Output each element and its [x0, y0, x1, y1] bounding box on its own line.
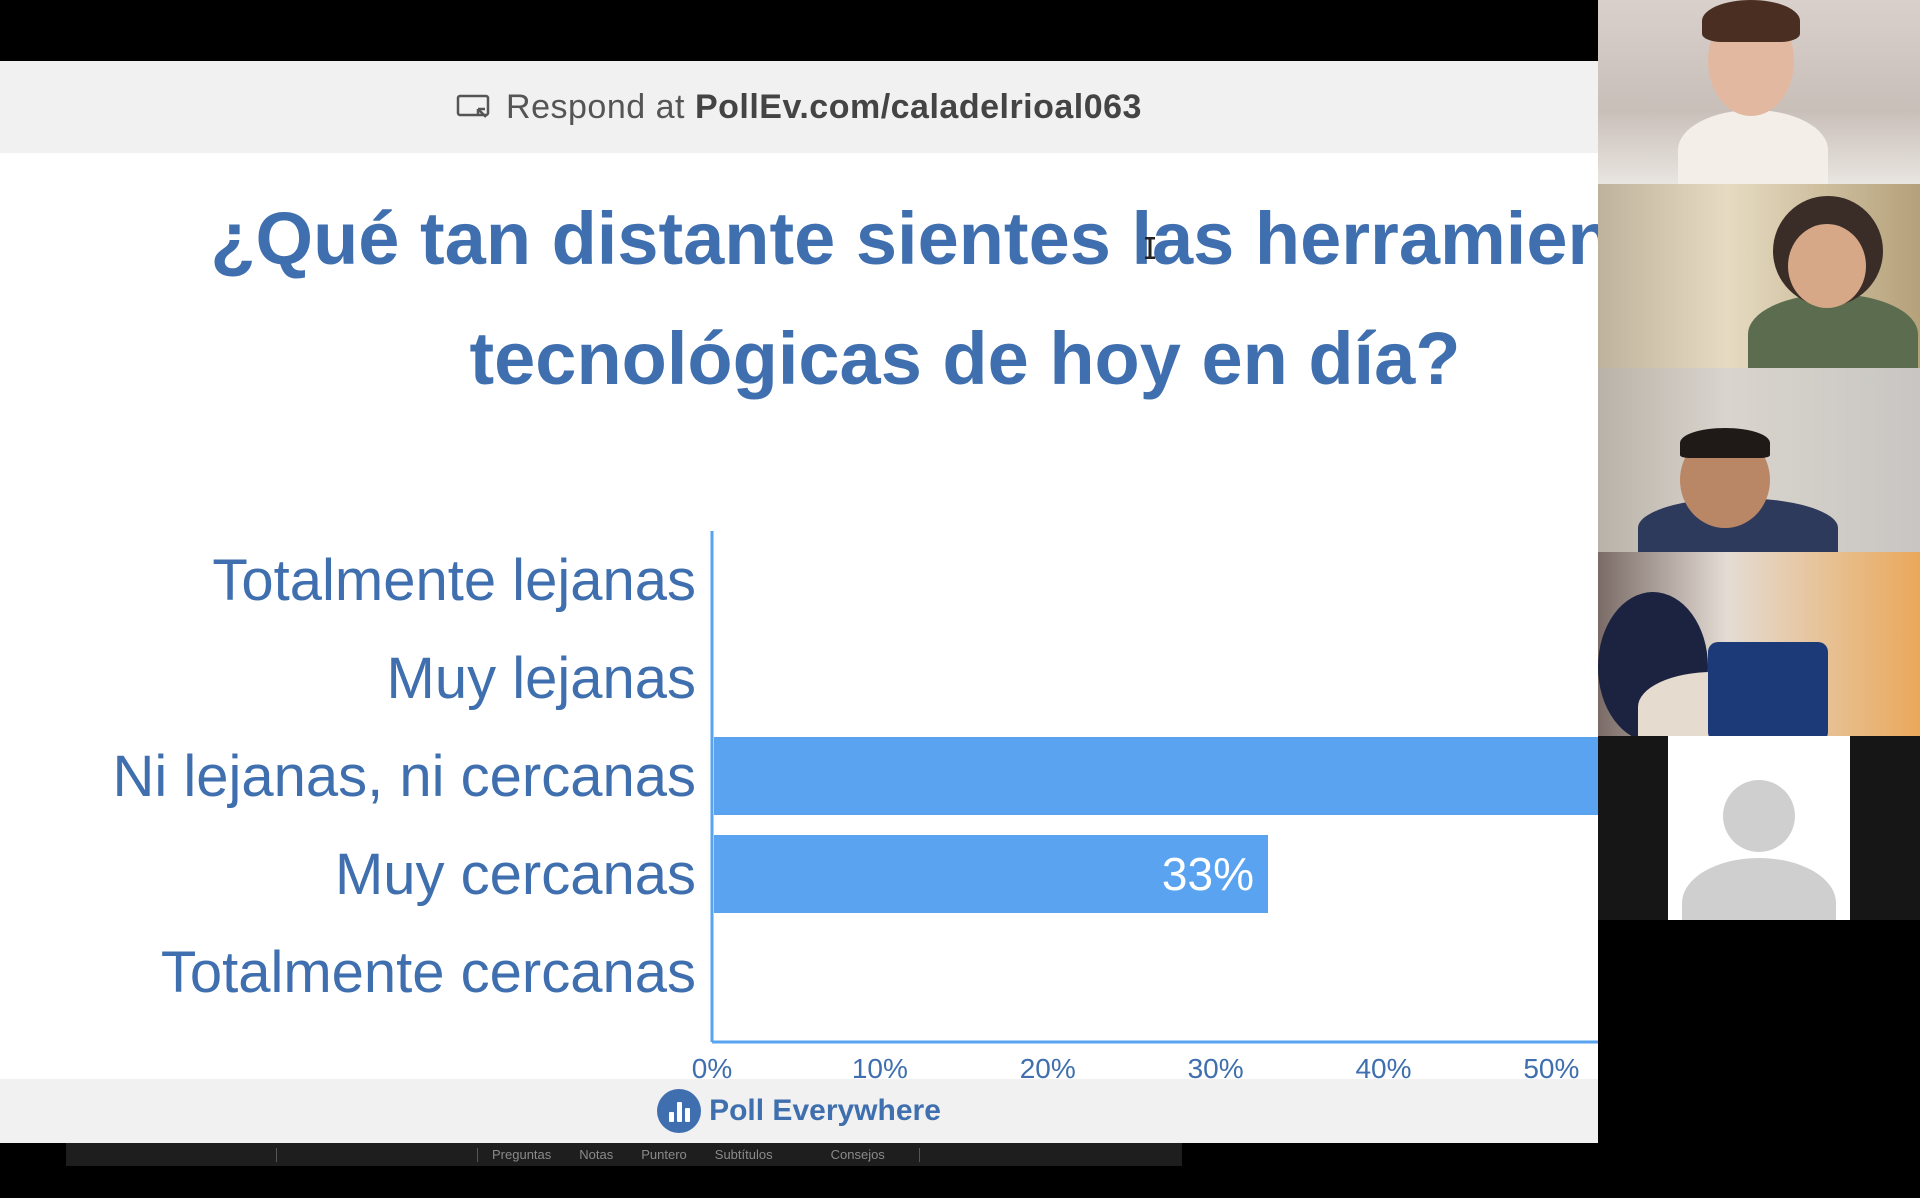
- poll-everywhere-brand[interactable]: Poll Everywhere: [657, 1089, 941, 1133]
- meeting-toolbar: Preguntas Notas Puntero Subtítulos Conse…: [66, 1143, 1182, 1166]
- screen-share-icon: [456, 94, 490, 118]
- participant-hair: [1680, 428, 1770, 458]
- poll-everywhere-logo-icon: [657, 1089, 702, 1133]
- office-chair: [1708, 642, 1828, 736]
- participant-video-3[interactable]: [1598, 368, 1920, 552]
- avatar-head-icon: [1723, 780, 1795, 852]
- poll-slide: Respond at PollEv.com/caladelrioal063 ¿Q…: [0, 61, 1598, 1079]
- x-tick-label: 30%: [1188, 1053, 1244, 1079]
- participant-video-5[interactable]: [1598, 736, 1920, 920]
- bar: [714, 737, 1598, 815]
- respond-url[interactable]: PollEv.com/caladelrioal063: [694, 87, 1142, 126]
- participant-video-2[interactable]: [1598, 184, 1920, 368]
- category-label: Muy lejanas: [387, 646, 696, 711]
- poll-question: ¿Qué tan distante sientes las herramient…: [210, 197, 1598, 400]
- toolbar-tips[interactable]: Consejos: [830, 1147, 885, 1162]
- x-tick-label: 10%: [852, 1053, 908, 1079]
- avatar-body-icon: [1682, 858, 1836, 920]
- toolbar-divider: [918, 1147, 920, 1162]
- bar: [714, 835, 1268, 913]
- respond-bar: Respond at PollEv.com/caladelrioal063: [0, 61, 1598, 153]
- toolbar-divider: [477, 1147, 478, 1162]
- participant-face: [1788, 224, 1866, 308]
- bar-value-label: 33%: [1162, 848, 1254, 900]
- respond-prefix: Respond at: [506, 87, 685, 126]
- x-tick-label: 20%: [1020, 1053, 1076, 1079]
- poll-footer: Poll Everywhere: [0, 1079, 1598, 1143]
- brand-name: Poll Everywhere: [709, 1094, 941, 1127]
- category-label: Totalmente lejanas: [212, 548, 696, 613]
- x-tick-label: 50%: [1523, 1053, 1579, 1079]
- poll-results-chart: Totalmente lejanas Muy lejanas Ni lejanas,…: [112, 531, 1598, 1079]
- x-tick-label: 40%: [1355, 1053, 1411, 1079]
- text-cursor-icon: [1145, 237, 1155, 259]
- toolbar-pointer[interactable]: Puntero: [641, 1147, 687, 1162]
- participant-video-4[interactable]: [1598, 552, 1920, 736]
- participant-video-1[interactable]: [1598, 0, 1920, 184]
- toolbar-divider: [276, 1147, 277, 1162]
- category-label: Totalmente cercanas: [161, 940, 696, 1005]
- toolbar-notes[interactable]: Notas: [579, 1147, 614, 1162]
- category-label: Muy cercanas: [335, 842, 696, 907]
- participant-avatar: [1668, 736, 1850, 920]
- x-tick-label: 0%: [692, 1053, 732, 1079]
- participant-body: [1678, 110, 1828, 184]
- participant-hair: [1702, 0, 1800, 42]
- toolbar-questions[interactable]: Preguntas: [492, 1147, 552, 1162]
- toolbar-subtitles[interactable]: Subtítulos: [714, 1147, 773, 1162]
- category-label: Ni lejanas, ni cercanas: [112, 744, 696, 809]
